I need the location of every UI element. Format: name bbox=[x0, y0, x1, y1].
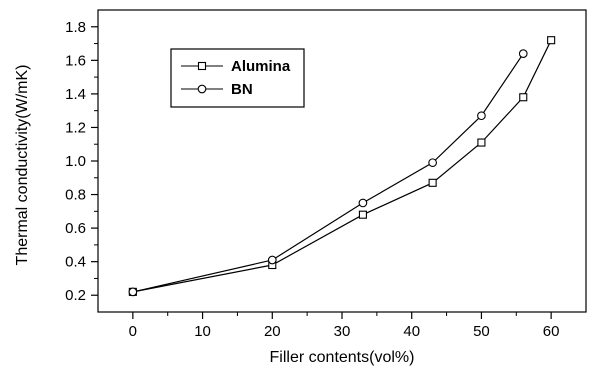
x-tick-label: 0 bbox=[129, 323, 137, 340]
series-bn bbox=[128, 49, 528, 297]
x-tick-label: 10 bbox=[194, 323, 211, 340]
legend-label-bn: BN bbox=[231, 81, 253, 98]
x-tick-label: 60 bbox=[543, 323, 560, 340]
data-point-alumina bbox=[477, 138, 486, 147]
y-axis-ticks: 0.2 0.4 0.6 0.8 1.0 1.2 1.4 1.6 1.8 bbox=[65, 19, 98, 304]
data-point-bn bbox=[128, 287, 138, 297]
legend-marker-alumina bbox=[197, 61, 207, 71]
y-tick-label: 1.0 bbox=[65, 153, 86, 170]
series-layer bbox=[128, 36, 556, 297]
y-tick-label: 1.8 bbox=[65, 19, 86, 36]
x-tick-label: 20 bbox=[264, 323, 281, 340]
legend-marker-bn bbox=[197, 84, 207, 94]
data-point-bn bbox=[358, 198, 368, 208]
y-tick-label: 1.4 bbox=[65, 86, 86, 103]
data-point-alumina bbox=[428, 178, 437, 187]
y-tick-label: 0.4 bbox=[65, 254, 86, 271]
x-axis-ticks: 0 10 20 30 40 50 60 bbox=[129, 312, 560, 340]
y-tick-label: 0.8 bbox=[65, 187, 86, 204]
data-point-alumina bbox=[547, 36, 556, 45]
legend-label-alumina: Alumina bbox=[231, 58, 291, 75]
legend-box bbox=[170, 48, 305, 108]
data-point-bn bbox=[267, 255, 277, 265]
series-line-bn bbox=[132, 53, 524, 293]
y-axis-title: Thermal conductivity(W/mK) bbox=[14, 65, 31, 266]
y-tick-label: 1.6 bbox=[65, 52, 86, 69]
data-point-bn bbox=[428, 158, 437, 168]
data-point-alumina bbox=[358, 210, 367, 219]
y-tick-label: 0.6 bbox=[65, 220, 86, 237]
data-point-alumina bbox=[519, 93, 528, 102]
x-tick-label: 30 bbox=[334, 323, 351, 340]
data-point-bn bbox=[518, 49, 528, 58]
x-tick-label: 40 bbox=[403, 323, 420, 340]
x-axis-title: Filler contents(vol%) bbox=[270, 349, 415, 366]
y-tick-label: 1.2 bbox=[65, 119, 86, 136]
x-tick-label: 50 bbox=[473, 323, 490, 340]
y-tick-label: 0.2 bbox=[65, 287, 86, 304]
legend: Alumina BN bbox=[170, 48, 305, 108]
data-point-bn bbox=[477, 111, 486, 121]
